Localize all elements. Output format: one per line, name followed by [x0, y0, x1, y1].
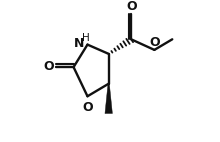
- Text: O: O: [150, 36, 160, 49]
- Text: N: N: [74, 37, 84, 50]
- Text: H: H: [82, 33, 90, 43]
- Text: O: O: [43, 60, 54, 73]
- Text: O: O: [126, 0, 137, 13]
- Text: O: O: [83, 101, 94, 114]
- Polygon shape: [105, 84, 112, 113]
